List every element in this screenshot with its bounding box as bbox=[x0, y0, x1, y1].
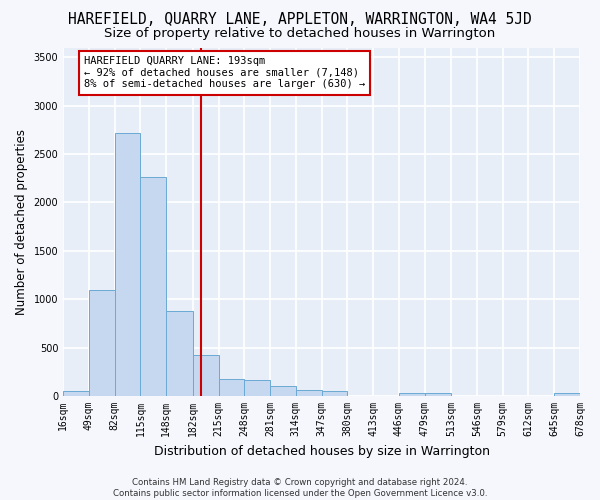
Bar bbox=[166, 311, 193, 396]
Bar bbox=[193, 356, 218, 396]
Bar bbox=[270, 386, 296, 396]
Bar bbox=[425, 393, 451, 396]
Text: HAREFIELD QUARRY LANE: 193sqm
← 92% of detached houses are smaller (7,148)
8% of: HAREFIELD QUARRY LANE: 193sqm ← 92% of d… bbox=[84, 56, 365, 90]
Bar bbox=[322, 391, 347, 396]
Bar bbox=[554, 393, 580, 396]
Bar bbox=[218, 379, 244, 396]
Text: Contains HM Land Registry data © Crown copyright and database right 2024.
Contai: Contains HM Land Registry data © Crown c… bbox=[113, 478, 487, 498]
Bar bbox=[89, 290, 115, 396]
Text: Size of property relative to detached houses in Warrington: Size of property relative to detached ho… bbox=[104, 28, 496, 40]
Bar bbox=[244, 380, 270, 396]
Bar bbox=[63, 391, 89, 396]
Bar bbox=[296, 390, 322, 396]
Bar bbox=[115, 132, 140, 396]
Text: HAREFIELD, QUARRY LANE, APPLETON, WARRINGTON, WA4 5JD: HAREFIELD, QUARRY LANE, APPLETON, WARRIN… bbox=[68, 12, 532, 28]
Bar bbox=[140, 177, 166, 396]
Bar bbox=[399, 393, 425, 396]
X-axis label: Distribution of detached houses by size in Warrington: Distribution of detached houses by size … bbox=[154, 444, 490, 458]
Y-axis label: Number of detached properties: Number of detached properties bbox=[15, 129, 28, 315]
